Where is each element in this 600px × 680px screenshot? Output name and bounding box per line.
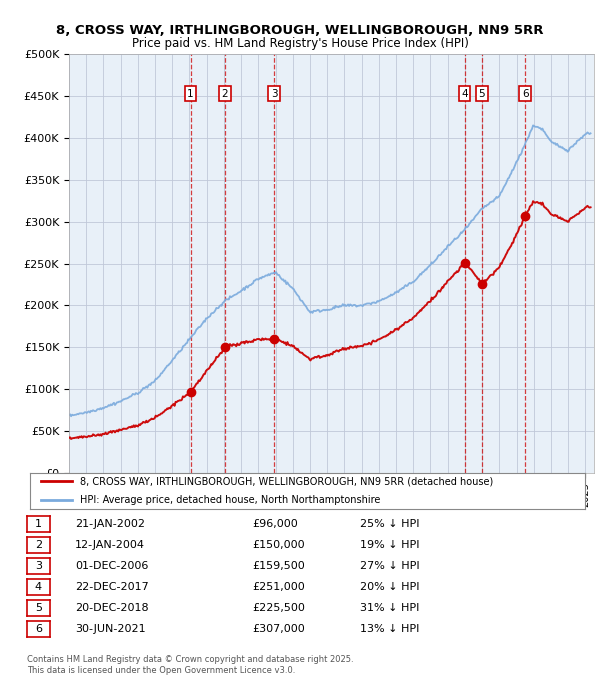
Text: 5: 5 — [35, 602, 42, 613]
Text: 4: 4 — [461, 88, 468, 99]
Text: £150,000: £150,000 — [252, 540, 305, 550]
Text: 4: 4 — [35, 582, 42, 592]
Text: 19% ↓ HPI: 19% ↓ HPI — [360, 540, 419, 550]
Text: 2: 2 — [221, 88, 228, 99]
Text: Contains HM Land Registry data © Crown copyright and database right 2025.
This d: Contains HM Land Registry data © Crown c… — [27, 655, 353, 675]
Text: 12-JAN-2004: 12-JAN-2004 — [75, 540, 145, 550]
Text: 1: 1 — [35, 519, 42, 529]
Text: £96,000: £96,000 — [252, 519, 298, 529]
Text: 6: 6 — [522, 88, 529, 99]
Text: 27% ↓ HPI: 27% ↓ HPI — [360, 561, 419, 571]
Text: 13% ↓ HPI: 13% ↓ HPI — [360, 624, 419, 634]
Text: £251,000: £251,000 — [252, 582, 305, 592]
Text: 6: 6 — [35, 624, 42, 634]
Text: HPI: Average price, detached house, North Northamptonshire: HPI: Average price, detached house, Nort… — [80, 495, 380, 505]
Text: £307,000: £307,000 — [252, 624, 305, 634]
Text: 8, CROSS WAY, IRTHLINGBOROUGH, WELLINGBOROUGH, NN9 5RR (detached house): 8, CROSS WAY, IRTHLINGBOROUGH, WELLINGBO… — [80, 476, 493, 486]
Text: 01-DEC-2006: 01-DEC-2006 — [75, 561, 148, 571]
Text: Price paid vs. HM Land Registry's House Price Index (HPI): Price paid vs. HM Land Registry's House … — [131, 37, 469, 50]
Text: 31% ↓ HPI: 31% ↓ HPI — [360, 602, 419, 613]
Text: 30-JUN-2021: 30-JUN-2021 — [75, 624, 146, 634]
Text: 3: 3 — [271, 88, 277, 99]
Text: 1: 1 — [187, 88, 194, 99]
Text: 20-DEC-2018: 20-DEC-2018 — [75, 602, 149, 613]
Text: 20% ↓ HPI: 20% ↓ HPI — [360, 582, 419, 592]
Text: 2: 2 — [35, 540, 42, 550]
Text: 5: 5 — [478, 88, 485, 99]
Text: 8, CROSS WAY, IRTHLINGBOROUGH, WELLINGBOROUGH, NN9 5RR: 8, CROSS WAY, IRTHLINGBOROUGH, WELLINGBO… — [56, 24, 544, 37]
Text: 21-JAN-2002: 21-JAN-2002 — [75, 519, 145, 529]
Text: £159,500: £159,500 — [252, 561, 305, 571]
Text: 25% ↓ HPI: 25% ↓ HPI — [360, 519, 419, 529]
Text: 22-DEC-2017: 22-DEC-2017 — [75, 582, 149, 592]
Text: 3: 3 — [35, 561, 42, 571]
Text: £225,500: £225,500 — [252, 602, 305, 613]
